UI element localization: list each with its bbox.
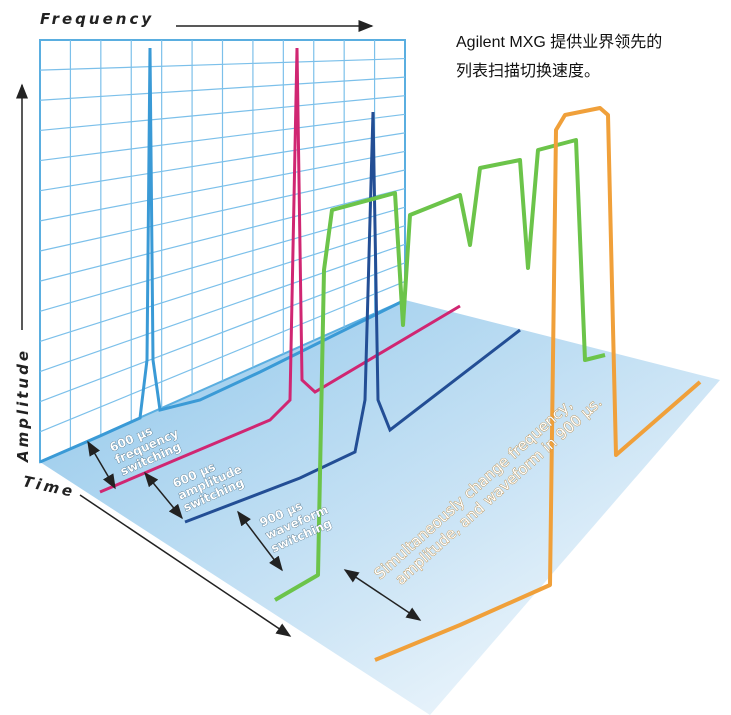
caption: Agilent MXG 提供业界领先的 列表扫描切换速度。 [456, 28, 662, 86]
caption-line: Agilent MXG 提供业界领先的 [456, 28, 662, 57]
amplitude-label: Amplitude [14, 348, 32, 463]
page: Frequency Amplitude Time 600 µs frequenc… [0, 0, 731, 715]
illustration: Frequency Amplitude Time 600 µs frequenc… [0, 0, 731, 715]
caption-line: 列表扫描切换速度。 [456, 57, 662, 86]
frequency-label: Frequency [40, 10, 154, 28]
